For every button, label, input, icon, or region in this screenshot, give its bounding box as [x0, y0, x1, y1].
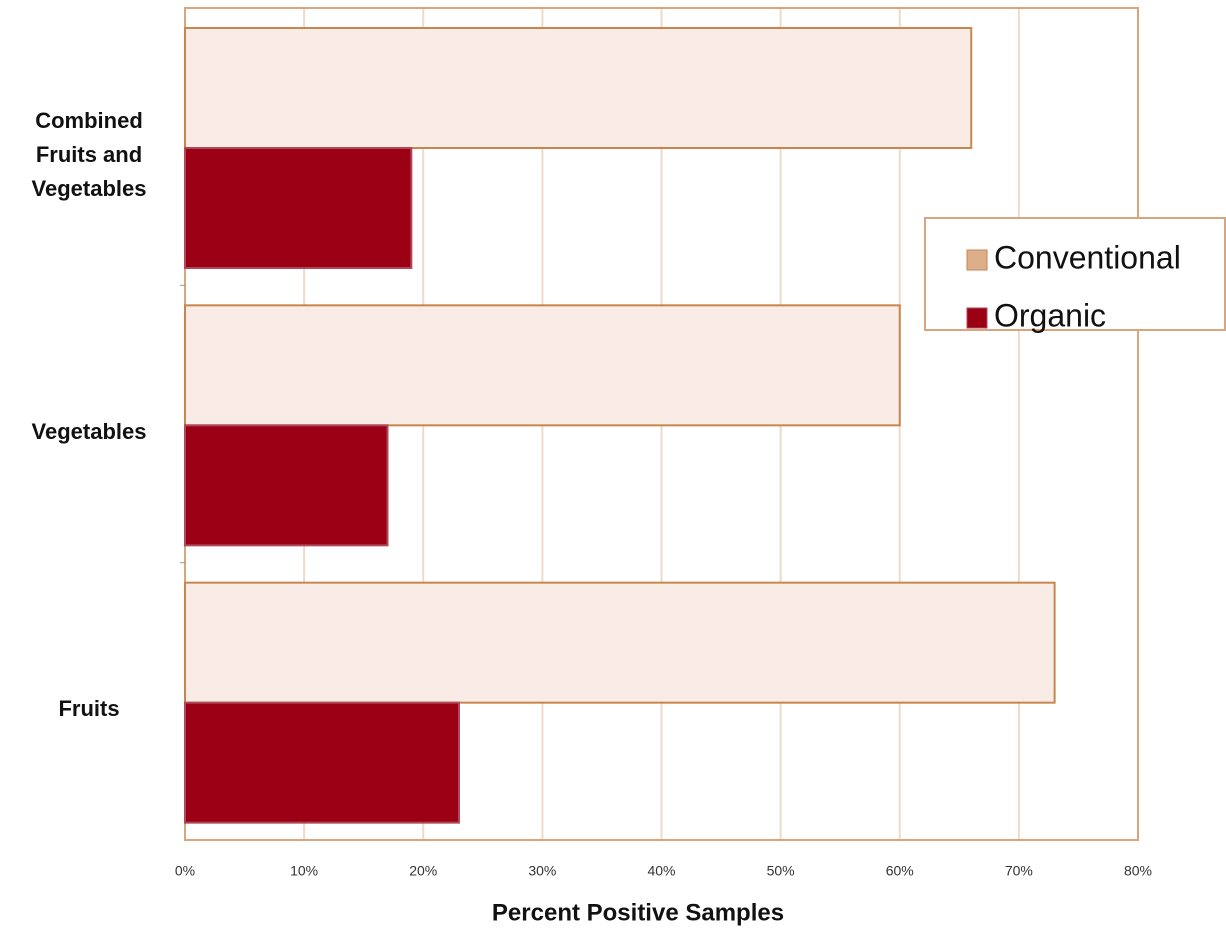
x-tick-label: 0% — [175, 863, 195, 879]
x-tick-label: 20% — [409, 863, 437, 879]
bar — [184, 304, 901, 427]
bar — [184, 27, 973, 149]
y-tick-label: Fruits — [58, 696, 120, 722]
bar — [184, 424, 389, 547]
x-tick-label: 10% — [290, 863, 318, 879]
x-tick-label: 70% — [1005, 863, 1033, 879]
bar — [184, 701, 460, 824]
legend-swatch — [966, 249, 988, 271]
legend-label: Conventional — [994, 239, 1181, 275]
x-tick-label: 30% — [528, 863, 556, 879]
bar — [184, 581, 1056, 704]
bar — [184, 147, 413, 269]
legend-swatch — [966, 307, 988, 329]
x-tick-label: 60% — [886, 863, 914, 879]
x-tick-label: 40% — [647, 863, 675, 879]
x-tick-label: 50% — [767, 863, 795, 879]
y-tick-label: Vegetables — [31, 419, 147, 444]
legend-label: Organic — [994, 297, 1106, 333]
x-axis-label: Percent Positive Samples — [492, 899, 784, 926]
y-tick-label: Combined Fruits and Vegetables — [31, 107, 147, 201]
x-tick-label: 80% — [1124, 863, 1152, 879]
